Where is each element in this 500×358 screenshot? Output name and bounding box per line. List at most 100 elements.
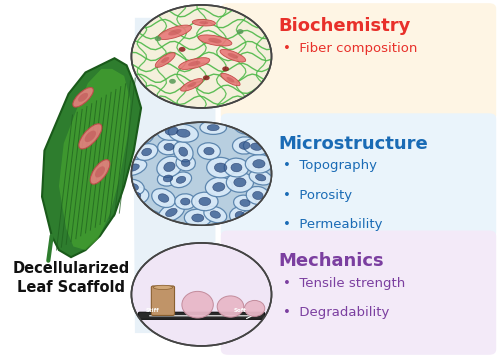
Ellipse shape	[136, 144, 158, 160]
Ellipse shape	[192, 192, 218, 211]
Text: •  Porosity: • Porosity	[282, 189, 352, 202]
Ellipse shape	[240, 122, 251, 130]
Ellipse shape	[234, 178, 246, 187]
Ellipse shape	[124, 179, 144, 195]
Ellipse shape	[213, 183, 225, 191]
Ellipse shape	[250, 143, 262, 150]
Ellipse shape	[234, 195, 256, 211]
Text: Leaf Scaffold: Leaf Scaffold	[17, 280, 125, 295]
Text: Microstructure: Microstructure	[279, 135, 428, 153]
Ellipse shape	[204, 147, 214, 155]
Ellipse shape	[217, 296, 244, 317]
Ellipse shape	[152, 189, 176, 208]
Ellipse shape	[220, 49, 246, 62]
Ellipse shape	[244, 139, 270, 155]
Ellipse shape	[234, 117, 258, 134]
Ellipse shape	[248, 215, 258, 224]
Ellipse shape	[214, 163, 227, 172]
Ellipse shape	[198, 143, 220, 159]
Ellipse shape	[235, 211, 244, 219]
Ellipse shape	[163, 175, 173, 182]
Ellipse shape	[192, 19, 216, 26]
Ellipse shape	[165, 127, 178, 135]
Ellipse shape	[200, 121, 226, 134]
Ellipse shape	[155, 53, 175, 67]
Ellipse shape	[246, 187, 270, 204]
Ellipse shape	[253, 160, 265, 168]
Ellipse shape	[90, 160, 110, 184]
Circle shape	[236, 29, 244, 34]
FancyBboxPatch shape	[152, 286, 174, 315]
Text: Mechanics: Mechanics	[279, 252, 384, 270]
Text: •  Tensile strength: • Tensile strength	[282, 277, 405, 290]
Ellipse shape	[175, 194, 196, 209]
Ellipse shape	[228, 53, 238, 58]
Ellipse shape	[179, 147, 188, 156]
Ellipse shape	[79, 124, 102, 149]
Ellipse shape	[249, 170, 272, 185]
Text: •  Permeability: • Permeability	[282, 218, 382, 231]
Ellipse shape	[157, 121, 186, 140]
Ellipse shape	[176, 155, 196, 171]
Text: Stiff: Stiff	[146, 308, 159, 313]
Ellipse shape	[180, 78, 203, 91]
Ellipse shape	[78, 93, 88, 102]
Ellipse shape	[158, 194, 169, 202]
FancyBboxPatch shape	[138, 312, 264, 319]
Ellipse shape	[158, 171, 178, 186]
Ellipse shape	[246, 155, 272, 173]
Ellipse shape	[207, 125, 219, 131]
Ellipse shape	[120, 187, 149, 205]
Ellipse shape	[226, 172, 254, 192]
Ellipse shape	[174, 141, 193, 162]
FancyBboxPatch shape	[221, 113, 496, 238]
Ellipse shape	[140, 216, 153, 224]
Polygon shape	[42, 58, 141, 257]
Ellipse shape	[240, 210, 266, 229]
Ellipse shape	[221, 73, 240, 86]
Ellipse shape	[176, 129, 190, 137]
Ellipse shape	[132, 125, 154, 144]
Ellipse shape	[188, 61, 200, 66]
Ellipse shape	[180, 198, 190, 205]
Circle shape	[222, 66, 229, 71]
Ellipse shape	[231, 163, 242, 172]
Ellipse shape	[157, 156, 182, 177]
Ellipse shape	[138, 130, 148, 139]
Text: Biochemistry: Biochemistry	[279, 18, 411, 35]
Ellipse shape	[176, 176, 186, 183]
Ellipse shape	[192, 214, 204, 222]
Ellipse shape	[158, 25, 192, 39]
Ellipse shape	[129, 184, 138, 190]
Ellipse shape	[239, 142, 250, 149]
Ellipse shape	[178, 58, 210, 69]
Ellipse shape	[206, 177, 233, 197]
Ellipse shape	[230, 207, 250, 223]
FancyBboxPatch shape	[221, 3, 496, 120]
Ellipse shape	[73, 87, 94, 107]
Ellipse shape	[142, 148, 152, 156]
Circle shape	[179, 47, 186, 52]
Ellipse shape	[256, 174, 266, 181]
Ellipse shape	[182, 291, 214, 318]
Ellipse shape	[170, 172, 192, 188]
Ellipse shape	[164, 143, 174, 150]
Ellipse shape	[199, 197, 211, 205]
Ellipse shape	[244, 300, 265, 316]
Polygon shape	[59, 69, 130, 250]
Ellipse shape	[184, 209, 211, 227]
Text: •  Fiber composition: • Fiber composition	[282, 42, 417, 55]
Text: Soft: Soft	[234, 308, 246, 313]
Ellipse shape	[168, 124, 198, 142]
FancyBboxPatch shape	[221, 231, 496, 355]
Text: •  Topography: • Topography	[282, 159, 376, 173]
Ellipse shape	[232, 137, 256, 154]
Text: •  Degradability: • Degradability	[282, 306, 389, 319]
Ellipse shape	[158, 203, 184, 222]
Ellipse shape	[224, 158, 248, 177]
Ellipse shape	[198, 35, 232, 46]
Ellipse shape	[128, 192, 141, 200]
Ellipse shape	[226, 77, 234, 82]
Circle shape	[154, 36, 162, 41]
Ellipse shape	[200, 21, 208, 24]
